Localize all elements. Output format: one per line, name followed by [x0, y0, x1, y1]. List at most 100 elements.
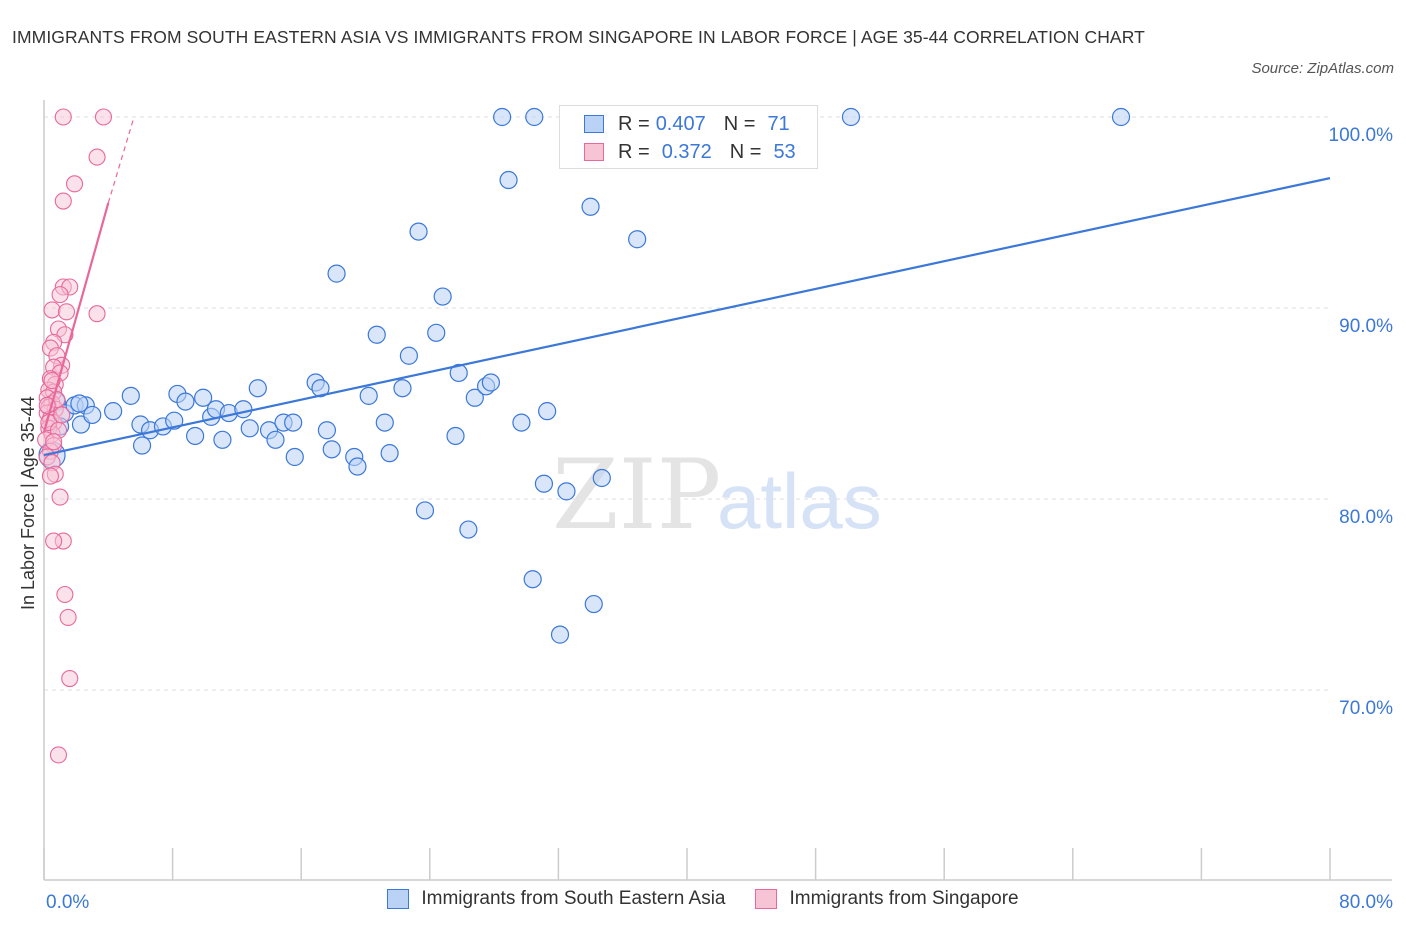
r-label: R = [618, 112, 650, 135]
y-tick-label: 100.0% [1329, 125, 1394, 146]
data-point-sea [176, 392, 195, 411]
r-value: 0.372 [661, 140, 712, 163]
data-point-sea [132, 436, 152, 455]
n-label: N = [729, 140, 762, 163]
data-point-sea [367, 325, 386, 344]
legend-label-singapore: Immigrants from Singapore [789, 888, 1019, 909]
data-point-sea [628, 230, 647, 249]
data-point-sea [393, 379, 412, 398]
x-tick-label: 80.0% [1339, 892, 1393, 913]
data-point-sea [165, 411, 184, 430]
source-label: Source: ZipAtlas.com [1251, 60, 1394, 77]
data-point-singapore [53, 406, 71, 424]
data-point-singapore [43, 372, 61, 390]
data-point-sea [415, 501, 435, 520]
data-point-sea [499, 170, 518, 190]
data-point-singapore [56, 585, 74, 604]
data-point-sea [449, 363, 468, 383]
legend-label-sea: Immigrants from South Eastern Asia [421, 888, 726, 909]
data-point-sea [104, 402, 123, 421]
data-point-singapore [54, 108, 72, 126]
data-point-singapore [45, 532, 63, 550]
trendline-singapore [42, 202, 110, 433]
n-label: N = [723, 112, 756, 135]
data-point-sea [512, 413, 531, 432]
data-point-singapore [57, 303, 76, 321]
data-point-sea [592, 468, 611, 488]
data-point-singapore [61, 669, 79, 688]
data-point-sea [465, 388, 484, 407]
data-point-singapore [41, 467, 59, 485]
data-point-sea [234, 400, 253, 419]
trendline-singapore-extension [107, 116, 135, 204]
data-point-singapore [94, 108, 113, 126]
data-point-sea [523, 570, 542, 589]
data-point-sea [285, 447, 304, 467]
data-point-singapore [88, 305, 106, 323]
watermark-atlas: atlas [717, 457, 882, 545]
data-point-sea [348, 457, 367, 476]
data-point-sea [248, 379, 267, 398]
legend-row-blue: R = 0.407 N = 71 [584, 111, 790, 137]
data-point-sea [317, 421, 337, 440]
data-point-sea [427, 323, 446, 342]
series-legend: Immigrants from South Eastern Asia Immig… [0, 888, 1406, 910]
pink-swatch [755, 889, 778, 909]
data-point-sea [194, 388, 213, 407]
watermark-zip: ZIP [552, 439, 721, 551]
data-point-sea [213, 430, 232, 449]
data-point-singapore [43, 301, 61, 319]
data-point-sea [446, 426, 465, 446]
data-point-sea [1111, 107, 1131, 127]
n-value: 53 [773, 140, 796, 163]
y-tick-label: 90.0% [1339, 316, 1393, 337]
data-point-sea [841, 107, 861, 127]
blue-swatch [584, 115, 604, 133]
chart-title: IMMIGRANTS FROM SOUTH EASTERN ASIA VS IM… [12, 27, 1145, 47]
blue-swatch [387, 889, 410, 909]
data-point-singapore [51, 286, 69, 304]
x-tick-label: 0.0% [46, 892, 89, 913]
data-point-sea [240, 419, 259, 438]
data-point-sea [70, 394, 89, 413]
data-point-sea [525, 107, 544, 127]
data-point-singapore [65, 175, 84, 193]
data-point-sea [311, 379, 330, 398]
data-point-sea [266, 430, 285, 449]
watermark: ZIP atlas [552, 439, 882, 551]
data-point-sea [557, 482, 576, 501]
data-point-singapore [54, 192, 72, 210]
y-tick-label: 80.0% [1339, 507, 1393, 528]
y-tick-label: 70.0% [1339, 698, 1393, 719]
data-point-sea [322, 440, 341, 459]
legend-item-sea[interactable]: Immigrants from South Eastern Asia [387, 888, 725, 910]
data-point-sea [121, 386, 140, 405]
data-point-singapore [59, 608, 77, 626]
data-point-sea [433, 287, 452, 306]
data-point-sea [550, 625, 570, 644]
data-point-sea [534, 474, 554, 493]
data-point-sea [459, 520, 478, 539]
y-axis-label: In Labor Force | Age 35-44 [18, 396, 38, 610]
data-point-singapore [88, 148, 106, 166]
data-point-sea [380, 444, 399, 463]
r-label: R = [618, 140, 650, 163]
data-point-sea [581, 197, 600, 216]
data-point-sea [284, 413, 303, 432]
data-point-sea [584, 594, 603, 614]
data-point-sea [409, 222, 428, 241]
data-point-sea [186, 426, 205, 446]
legend-row-pink: R = 0.372 N = 53 [584, 139, 796, 165]
correlation-legend: R = 0.407 N = 71 R = 0.372 N = 53 [559, 105, 818, 169]
r-value: 0.407 [655, 112, 706, 135]
data-point-sea [399, 346, 419, 365]
data-point-singapore [49, 746, 68, 764]
trendline-sea [43, 177, 1331, 457]
data-point-singapore [45, 433, 63, 451]
data-point-sea [493, 107, 512, 127]
legend-item-singapore[interactable]: Immigrants from Singapore [755, 888, 1019, 910]
data-point-sea [359, 386, 378, 405]
data-point-sea [375, 413, 394, 432]
data-point-sea [481, 373, 500, 392]
